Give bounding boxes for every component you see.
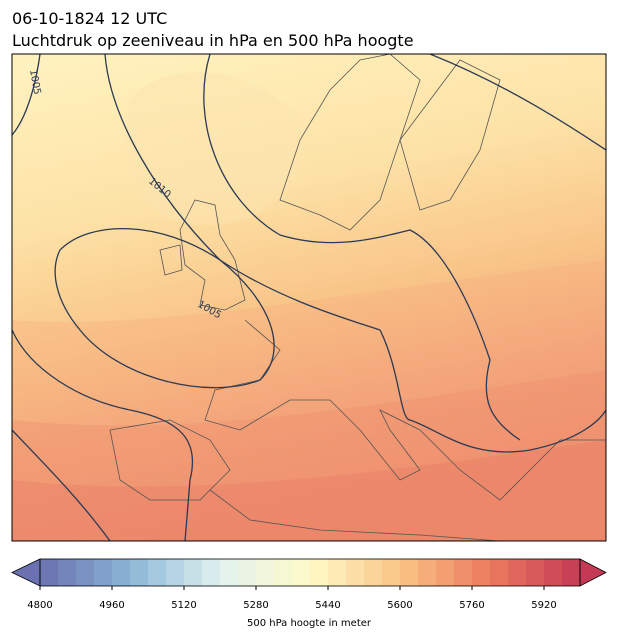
colorbar-segment	[454, 559, 473, 586]
height-band	[12, 260, 606, 541]
isobar	[12, 54, 41, 136]
isobar	[12, 329, 194, 541]
colorbar-segment	[400, 559, 419, 586]
colorbar-segment	[76, 559, 95, 586]
colorbar-segment	[130, 559, 149, 586]
coastline	[399, 59, 501, 211]
colorbar-tick-label: 5920	[531, 600, 556, 611]
coastline	[179, 199, 246, 311]
colorbar-tick-label: 5600	[387, 600, 412, 611]
colorbar-segment	[562, 559, 581, 586]
isobar	[203, 54, 521, 441]
colorbar-segment	[220, 559, 239, 586]
coastline	[279, 54, 421, 231]
isobar	[429, 54, 606, 151]
colorbar-label: 500 hPa hoogte in meter	[247, 618, 372, 629]
colorbar-segment	[436, 559, 455, 586]
height-band	[126, 72, 304, 226]
colorbar-segment	[238, 559, 257, 586]
colorbar-segment	[274, 559, 293, 586]
map: 1005 1010 1005	[12, 54, 606, 541]
colorbar-segment	[166, 559, 185, 586]
colorbar-segment	[202, 559, 221, 586]
contour-label: 1005	[27, 69, 42, 96]
colorbar-tick-label: 5760	[459, 600, 484, 611]
colorbar-segment	[94, 559, 113, 586]
coastline	[109, 419, 231, 501]
isobar	[104, 54, 606, 453]
colorbar-segment	[382, 559, 401, 586]
colorbar-frame	[39, 558, 581, 587]
colorbar-segment	[40, 559, 59, 586]
colorbar-segment	[544, 559, 563, 586]
colorbar-segment	[58, 559, 77, 586]
colorbar-tick-label: 5120	[171, 600, 196, 611]
colorbar-segment	[310, 559, 329, 586]
isobar	[54, 228, 275, 389]
colorbar-segment	[148, 559, 167, 586]
colorbar-segment	[490, 559, 509, 586]
map-background	[12, 54, 606, 541]
colorbar-segment	[346, 559, 365, 586]
colorbar-tick-label: 4960	[99, 600, 124, 611]
subtitle: Luchtdruk op zeeniveau in hPa en 500 hPa…	[12, 31, 414, 50]
colorbar-segment	[526, 559, 545, 586]
height-band	[12, 440, 606, 541]
colorbar-tick-label: 5440	[315, 600, 340, 611]
colorbar-segment	[418, 559, 437, 586]
colorbar-segment	[328, 559, 347, 586]
coastline	[209, 489, 501, 541]
colorbar-tick-label: 4800	[27, 600, 52, 611]
colorbar-tick-label: 5280	[243, 600, 268, 611]
colorbar-extension	[11, 558, 41, 587]
colorbar-segment	[292, 559, 311, 586]
colorbar: 4800 4960 5120 5280 5440 5600 5760 5920	[11, 558, 607, 611]
coastline	[204, 319, 606, 501]
height-band	[12, 370, 606, 541]
colorbar-segment	[472, 559, 491, 586]
colorbar-segment	[256, 559, 275, 586]
map-frame	[11, 53, 607, 542]
colorbar-segment	[364, 559, 383, 586]
colorbar-segment	[184, 559, 203, 586]
colorbar-extension	[579, 558, 607, 587]
colorbar-segment	[508, 559, 527, 586]
colorbar-segment	[112, 559, 131, 586]
coastline	[159, 244, 183, 276]
isobar	[12, 429, 111, 541]
title: 06-10-1824 12 UTC	[12, 9, 167, 28]
